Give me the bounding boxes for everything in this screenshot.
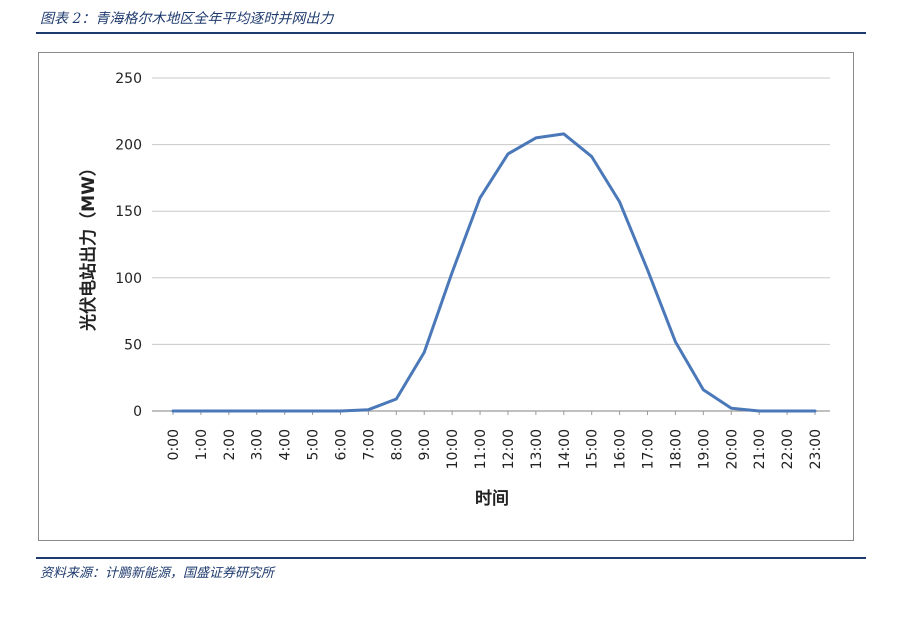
x-tick-label: 7:00 xyxy=(361,429,377,460)
x-tick-label: 0:00 xyxy=(166,429,182,460)
y-tick-label: 250 xyxy=(115,71,142,87)
y-tick-label: 200 xyxy=(115,138,142,154)
top-rule xyxy=(36,32,866,34)
x-tick-label: 18:00 xyxy=(668,429,684,469)
x-tick-label: 16:00 xyxy=(613,429,629,469)
bottom-rule xyxy=(36,557,866,559)
x-tick-label: 20:00 xyxy=(724,429,740,469)
y-tick-label: 0 xyxy=(133,404,142,420)
x-tick-label: 21:00 xyxy=(752,429,768,469)
x-tick-label: 22:00 xyxy=(780,429,796,469)
y-tick-label: 100 xyxy=(115,271,142,287)
x-tick-label: 4:00 xyxy=(278,429,294,460)
x-tick-label: 2:00 xyxy=(222,429,238,460)
x-tick-label: 23:00 xyxy=(808,429,824,469)
y-tick-label: 150 xyxy=(115,204,142,220)
y-tick-label: 50 xyxy=(124,337,142,353)
x-tick-label: 15:00 xyxy=(585,429,601,469)
x-tick-label: 13:00 xyxy=(529,429,545,469)
x-tick-label: 17:00 xyxy=(641,429,657,469)
y-axis-title: 光伏电站出力（MW） xyxy=(78,159,99,332)
x-tick-label: 5:00 xyxy=(306,429,322,460)
x-tick-label: 8:00 xyxy=(389,429,405,460)
x-tick-labels: 0:00 1:00 2:00 3:00 4:00 5:00 6:00 7:00 8:00 9:00… xyxy=(166,429,824,469)
figure-caption: 图表 2：青海格尔木地区全年平均逐时并网出力 xyxy=(40,11,334,27)
x-tick-label: 14:00 xyxy=(557,429,573,469)
x-tick-label: 19:00 xyxy=(696,429,712,469)
chart-frame xyxy=(38,52,854,541)
x-tick-label: 12:00 xyxy=(501,429,517,469)
x-tick-label: 6:00 xyxy=(333,429,349,460)
x-tick-label: 1:00 xyxy=(194,429,210,460)
source-note: 资料来源：计鹏新能源，国盛证券研究所 xyxy=(40,566,275,581)
series-layer xyxy=(171,132,817,413)
x-tick-label: 10:00 xyxy=(445,429,461,469)
x-tick-label: 9:00 xyxy=(417,429,433,460)
gridlines xyxy=(152,77,830,415)
x-tick-label: 3:00 xyxy=(250,429,266,460)
x-tick-label: 11:00 xyxy=(473,429,489,469)
y-tick-labels: 0 50 100 150 200 250 xyxy=(115,71,142,420)
series-line xyxy=(171,132,817,413)
x-axis-title: 时间 xyxy=(475,488,509,509)
